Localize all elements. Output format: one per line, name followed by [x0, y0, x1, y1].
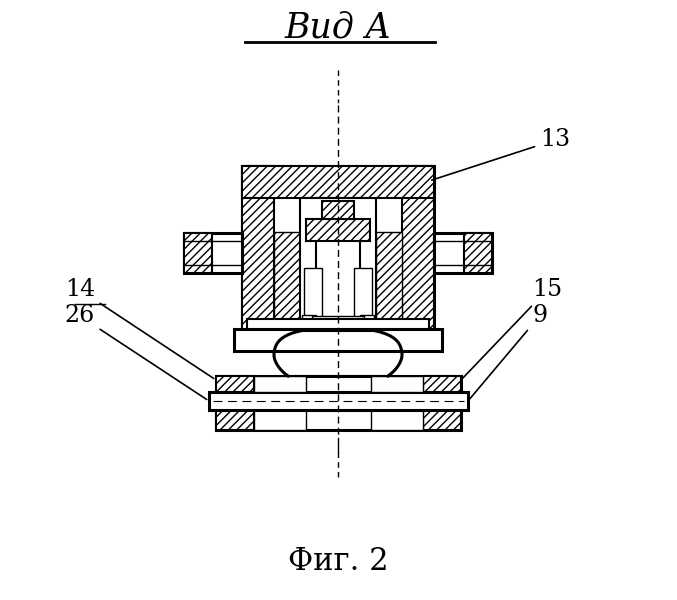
Polygon shape: [254, 410, 306, 430]
Polygon shape: [216, 410, 254, 430]
Polygon shape: [434, 233, 492, 273]
Polygon shape: [360, 315, 374, 329]
Polygon shape: [376, 232, 402, 331]
Polygon shape: [242, 166, 434, 331]
Text: 14: 14: [65, 278, 214, 379]
Polygon shape: [216, 410, 461, 430]
Polygon shape: [209, 392, 468, 410]
Polygon shape: [216, 376, 254, 392]
Polygon shape: [234, 329, 442, 351]
Polygon shape: [300, 198, 376, 331]
Polygon shape: [316, 236, 360, 321]
Text: 26: 26: [65, 304, 206, 400]
Text: Фиг. 2: Фиг. 2: [288, 547, 389, 577]
Text: 15: 15: [463, 278, 562, 378]
Polygon shape: [322, 201, 354, 219]
Polygon shape: [184, 233, 242, 273]
Polygon shape: [402, 166, 434, 331]
Polygon shape: [274, 232, 300, 331]
Polygon shape: [423, 410, 461, 430]
Polygon shape: [254, 376, 306, 392]
Polygon shape: [216, 376, 461, 392]
Text: Вид А: Вид А: [284, 10, 391, 44]
Text: 8: 8: [0, 599, 1, 600]
Text: 13: 13: [432, 128, 570, 180]
Polygon shape: [312, 316, 364, 326]
Polygon shape: [242, 166, 434, 198]
Polygon shape: [354, 268, 372, 323]
Polygon shape: [304, 268, 322, 323]
Polygon shape: [184, 233, 212, 273]
Polygon shape: [247, 319, 429, 329]
Text: 9: 9: [470, 304, 547, 399]
Polygon shape: [371, 376, 423, 392]
Polygon shape: [242, 166, 274, 331]
Polygon shape: [306, 219, 370, 241]
Polygon shape: [423, 376, 461, 392]
Polygon shape: [464, 233, 492, 273]
Polygon shape: [302, 315, 316, 329]
Polygon shape: [371, 410, 423, 430]
